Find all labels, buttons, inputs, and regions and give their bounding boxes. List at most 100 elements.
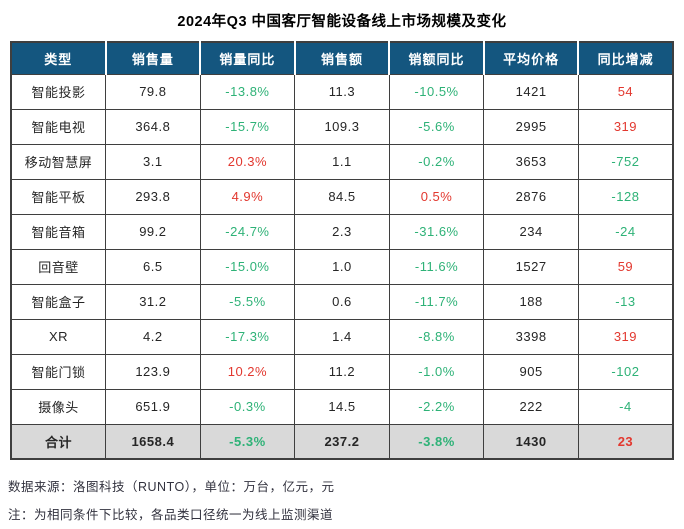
table-row: XR 4.2 -17.3% 1.4 -8.8% 3398 319 [10,318,674,355]
value-cell: 11.3 [294,73,390,110]
value-cell: 1.0 [294,248,390,285]
value-cell: 11.2 [294,353,390,390]
value-cell: 10.2% [199,353,296,390]
value-cell: 222 [483,388,579,425]
category-cell: XR [10,318,107,355]
value-cell: 54 [577,73,674,110]
value-cell: -13.8% [199,73,296,110]
value-cell: 59 [577,248,674,285]
value-cell: -5.3% [199,423,296,460]
value-cell: -24 [577,213,674,250]
value-cell: 319 [577,318,674,355]
source-note: 数据来源：洛图科技（RUNTO），单位：万台，亿元，元 [8,480,335,494]
value-cell: 1.1 [294,143,390,180]
value-cell: 4.2 [105,318,201,355]
table-row: 智能平板 293.8 4.9% 84.5 0.5% 2876 -128 [10,178,674,215]
value-cell: 651.9 [105,388,201,425]
column-header: 销额同比 [389,42,485,74]
category-cell: 智能盒子 [10,283,107,320]
value-cell: 1527 [483,248,579,285]
footnotes: 数据来源：洛图科技（RUNTO），单位：万台，亿元，元 注：为相同条件下比较，各… [8,473,684,529]
value-cell: -102 [577,353,674,390]
value-cell: 0.6 [294,283,390,320]
value-cell: 20.3% [199,143,296,180]
table-row: 智能投影 79.8 -13.8% 11.3 -10.5% 1421 54 [10,73,674,110]
column-header: 销售量 [105,42,202,74]
table-row: 智能门锁 123.9 10.2% 11.2 -1.0% 905 -102 [10,353,674,390]
value-cell: 6.5 [105,248,201,285]
category-cell: 智能门锁 [10,353,107,390]
value-cell: 905 [483,353,579,390]
column-header: 同比增减 [578,42,673,74]
value-cell: 234 [483,213,579,250]
value-cell: 188 [483,283,579,320]
table-body: 智能投影 79.8 -13.8% 11.3 -10.5% 1421 54 智能电视 364.8-… [10,73,674,460]
column-header: 销售额 [294,42,391,74]
value-cell: 237.2 [294,423,390,460]
value-cell: -4 [577,388,674,425]
value-cell: 84.5 [294,178,390,215]
value-cell: -15.7% [199,108,296,145]
table-row: 智能电视 364.8 -15.7% 109.3 -5.6% 2995 319 [10,108,674,145]
value-cell: 2876 [483,178,579,215]
table-row: 智能音箱 99.2 -24.7% 2.3 -31.6% 234 -24 [10,213,674,250]
value-cell: -8.8% [388,318,485,355]
table-head: 类型 销售量 销量同比 销售额 销额同比 平均价格 同比增减 [11,42,673,74]
value-cell: 123.9 [105,353,201,390]
value-cell: -5.6% [388,108,485,145]
category-cell: 移动智慧屏 [10,143,107,180]
value-cell: 79.8 [105,73,201,110]
market-table: 类型 销售量 销量同比 销售额 销额同比 平均价格 同比增减 智能投影 79.8 -13.8% 1… [10,41,674,460]
value-cell: 1.4 [294,318,390,355]
category-cell: 合计 [10,423,107,460]
value-cell: 23 [577,423,674,460]
value-cell: -0.3% [199,388,296,425]
column-header: 销量同比 [200,42,296,74]
value-cell: -31.6% [388,213,485,250]
value-cell: 109.3 [294,108,390,145]
category-cell: 智能电视 [10,108,107,145]
value-cell: -17.3% [199,318,296,355]
table-row: 移动智慧屏 3.1 20.3% 1.1 -0.2% 3653 -752 [10,143,674,180]
value-cell: 0.5% [388,178,485,215]
value-cell: -24.7% [199,213,296,250]
value-cell: -128 [577,178,674,215]
value-cell: -2.2% [388,388,485,425]
value-cell: 3398 [483,318,579,355]
value-cell: -3.8% [388,423,485,460]
value-cell: 1421 [483,73,579,110]
category-cell: 摄像头 [10,388,107,425]
value-cell: 31.2 [105,283,201,320]
category-cell: 智能平板 [10,178,107,215]
value-cell: -10.5% [388,73,485,110]
table-row: 摄像头 651.9 -0.3% 14.5 -2.2% 222 -4 [10,388,674,425]
value-cell: -13 [577,283,674,320]
column-header: 平均价格 [483,42,580,74]
value-cell: 2.3 [294,213,390,250]
category-cell: 智能投影 [10,73,107,110]
value-cell: 99.2 [105,213,201,250]
value-cell: 2995 [483,108,579,145]
value-cell: 1430 [483,423,579,460]
table-row: 智能盒子 31.2 -5.5% 0.6 -11.7% 188 -13 [10,283,674,320]
page-title: 2024年Q3 中国客厅智能设备线上市场规模及变化 [177,14,507,30]
value-cell: 3653 [483,143,579,180]
column-header: 类型 [11,42,107,74]
value-cell: 364.8 [105,108,201,145]
total-row: 合计 1658.4 -5.3% 237.2 -3.8% 1430 23 [10,423,674,460]
value-cell: -1.0% [388,353,485,390]
table-row: 回音壁 6.5 -15.0% 1.0 -11.6% 1527 59 [10,248,674,285]
value-cell: -0.2% [388,143,485,180]
category-cell: 智能音箱 [10,213,107,250]
value-cell: 3.1 [105,143,201,180]
value-cell: 14.5 [294,388,390,425]
value-cell: 293.8 [105,178,201,215]
value-cell: 1658.4 [105,423,201,460]
header-row: 类型 销售量 销量同比 销售额 销额同比 平均价格 同比增减 [11,42,673,74]
value-cell: -11.6% [388,248,485,285]
value-cell: -752 [577,143,674,180]
value-cell: -5.5% [199,283,296,320]
value-cell: 4.9% [199,178,296,215]
category-cell: 回音壁 [10,248,107,285]
value-cell: 319 [577,108,674,145]
